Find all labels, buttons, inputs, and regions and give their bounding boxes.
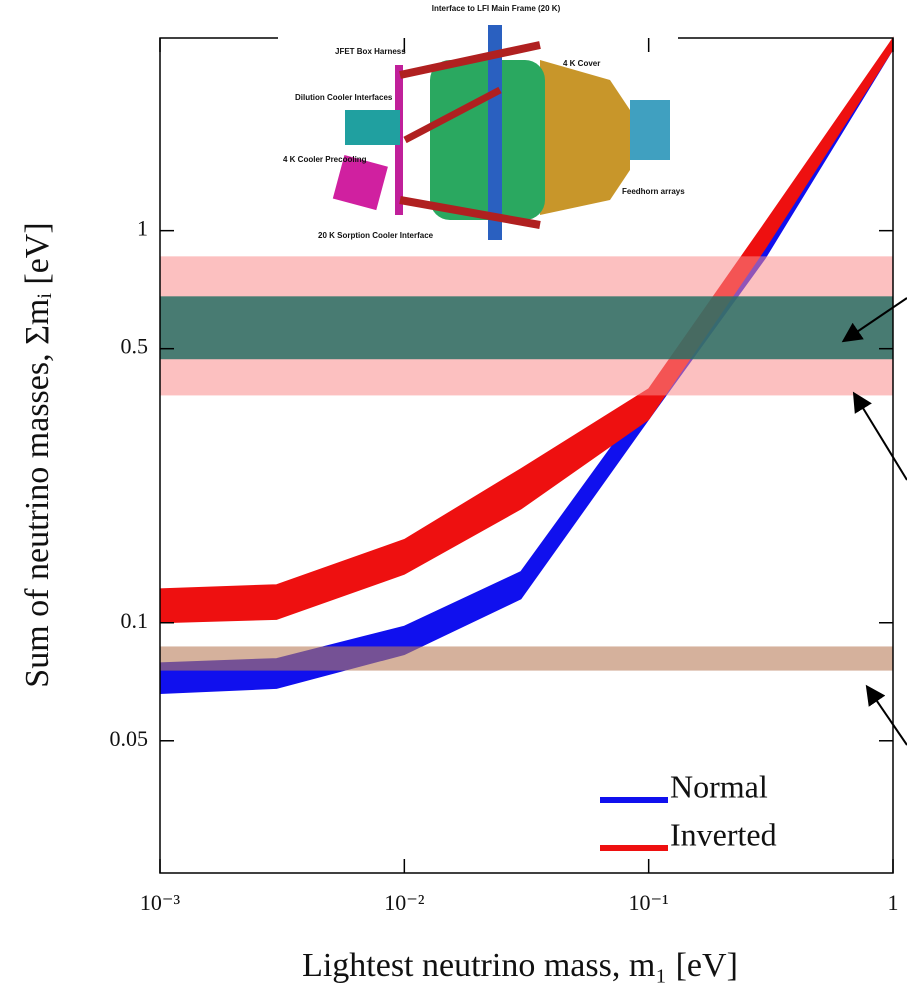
sorption-interface: [332, 155, 388, 211]
y-tick-label: 0.5: [121, 334, 149, 359]
arrows: [841, 297, 907, 746]
annotation: 4 K Cooler Precooling: [283, 155, 367, 164]
cover: [540, 60, 630, 215]
annotation: 4 K Cover: [563, 59, 600, 68]
arrow: [852, 391, 907, 481]
legend-label: Inverted: [670, 816, 777, 852]
x-tick-label: 10⁻²: [384, 890, 425, 915]
legend-label: Normal: [670, 768, 768, 804]
y-tick-label: 0.1: [121, 608, 149, 633]
x-axis-title: Lightest neutrino mass, m₁ [eV]: [302, 947, 738, 984]
arrow: [865, 684, 907, 746]
arrow: [841, 297, 907, 343]
dilution-interfaces: [345, 110, 400, 145]
y-axis-title: Sum of neutrino masses, Σmᵢ [eV]: [19, 222, 56, 687]
y-tick-label: 0.05: [110, 726, 149, 751]
annotation: 20 K Sorption Cooler Interface: [318, 231, 434, 240]
x-tick-label: 10⁻¹: [629, 890, 669, 915]
annotation: Dilution Cooler Interfaces: [295, 93, 393, 102]
inset-image: Interface to LFI Main Frame (20 K) JFET …: [278, 0, 685, 248]
constraint-band: [160, 646, 893, 671]
x-tick-label: 1: [888, 890, 899, 915]
constraint-band: [160, 296, 893, 360]
y-tick-label: 1: [137, 216, 148, 241]
frame: [430, 60, 545, 220]
annotation: Feedhorn arrays: [622, 187, 685, 196]
feedhorns: [630, 100, 670, 160]
plot-area: [159, 36, 894, 695]
strut: [399, 196, 541, 229]
strut: [403, 86, 502, 144]
interface-bar: [488, 25, 502, 240]
x-tick-label: 10⁻³: [140, 890, 181, 915]
strut: [399, 41, 541, 79]
annotation: JFET Box Harness: [335, 47, 406, 56]
annotation: Interface to LFI Main Frame (20 K): [432, 4, 561, 13]
